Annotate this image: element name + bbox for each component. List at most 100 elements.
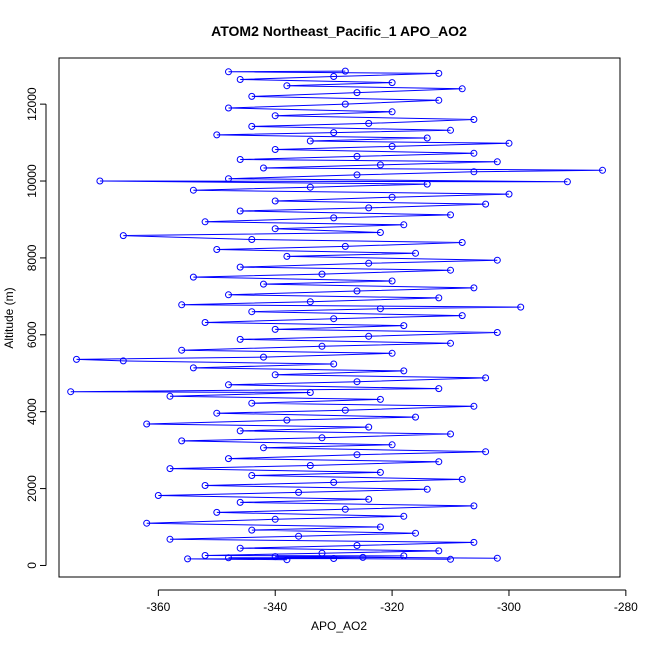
data-point-51 bbox=[283, 416, 291, 424]
data-point-82 bbox=[330, 315, 338, 323]
data-point-20 bbox=[376, 523, 384, 531]
data-point-98 bbox=[236, 263, 244, 271]
data-point-78 bbox=[493, 329, 501, 336]
data-point-69 bbox=[119, 357, 127, 365]
data-point-140 bbox=[213, 131, 221, 139]
data-point-63 bbox=[353, 378, 361, 386]
data-point-157 bbox=[330, 73, 338, 80]
y-tick-label: 10000 bbox=[25, 164, 39, 198]
data-point-66 bbox=[400, 367, 408, 375]
data-point-96 bbox=[318, 270, 326, 278]
data-point-129 bbox=[260, 164, 267, 172]
data-point-8 bbox=[271, 553, 279, 561]
data-point-132 bbox=[236, 156, 244, 163]
data-point-130 bbox=[376, 161, 384, 169]
data-point-44 bbox=[388, 441, 396, 449]
data-point-7 bbox=[493, 554, 501, 562]
data-point-99 bbox=[365, 259, 373, 267]
data-point-57 bbox=[376, 395, 384, 403]
data-point-34 bbox=[458, 475, 466, 483]
data-point-30 bbox=[295, 488, 303, 496]
x-tick-label: -360 bbox=[146, 600, 170, 614]
data-point-144 bbox=[365, 119, 373, 127]
data-point-60 bbox=[67, 388, 75, 396]
data-point-125 bbox=[225, 175, 232, 183]
data-point-37 bbox=[166, 465, 174, 473]
data-point-62 bbox=[225, 381, 232, 389]
data-point-22 bbox=[271, 515, 279, 523]
data-point-122 bbox=[423, 180, 431, 188]
data-point-36 bbox=[376, 468, 384, 476]
x-tick-label: -300 bbox=[497, 600, 521, 614]
data-point-83 bbox=[458, 312, 466, 320]
data-point-92 bbox=[470, 284, 478, 292]
data-point-102 bbox=[412, 249, 419, 257]
data-point-112 bbox=[330, 214, 338, 222]
data-point-149 bbox=[341, 100, 349, 108]
data-point-86 bbox=[517, 303, 525, 311]
data-point-95 bbox=[189, 273, 197, 281]
y-tick-label: 2000 bbox=[25, 475, 39, 502]
y-tick-label: 6000 bbox=[25, 321, 39, 348]
plot-frame bbox=[58, 57, 621, 578]
data-point-94 bbox=[388, 277, 396, 285]
data-point-126 bbox=[353, 171, 361, 179]
data-layer bbox=[67, 67, 606, 564]
data-point-123 bbox=[96, 177, 104, 185]
data-point-116 bbox=[482, 200, 490, 208]
data-point-23 bbox=[400, 512, 408, 520]
data-point-152 bbox=[353, 89, 361, 97]
data-point-85 bbox=[376, 305, 384, 313]
x-axis: -360 -340 -320 -300 -280 bbox=[146, 589, 638, 614]
x-axis-title: APO_AO2 bbox=[311, 619, 367, 633]
y-tick-label: 12000 bbox=[25, 87, 39, 121]
data-point-27 bbox=[236, 498, 244, 506]
data-point-135 bbox=[271, 146, 279, 153]
data-point-131 bbox=[493, 158, 501, 166]
data-point-35 bbox=[248, 472, 256, 479]
data-point-100 bbox=[493, 256, 501, 264]
data-point-15 bbox=[470, 538, 478, 546]
data-point-73 bbox=[178, 346, 186, 354]
data-point-133 bbox=[353, 152, 361, 160]
data-point-106 bbox=[248, 236, 256, 243]
data-point-155 bbox=[388, 79, 396, 87]
data-point-46 bbox=[318, 434, 326, 442]
data-point-105 bbox=[458, 239, 466, 246]
data-point-97 bbox=[447, 266, 454, 274]
data-point-25 bbox=[341, 505, 349, 513]
data-point-68 bbox=[330, 360, 338, 368]
data-point-90 bbox=[225, 291, 232, 299]
data-point-117 bbox=[271, 197, 279, 205]
data-point-151 bbox=[248, 92, 256, 100]
data-point-111 bbox=[201, 218, 209, 226]
data-point-26 bbox=[470, 502, 478, 510]
data-point-47 bbox=[447, 430, 454, 438]
data-point-142 bbox=[447, 126, 454, 134]
data-point-141 bbox=[330, 129, 338, 137]
data-point-50 bbox=[143, 420, 151, 428]
data-point-5 bbox=[225, 554, 232, 562]
data-point-14 bbox=[353, 542, 361, 549]
data-point-75 bbox=[447, 339, 454, 347]
data-point-11 bbox=[318, 549, 326, 557]
data-point-84 bbox=[248, 308, 256, 316]
data-point-55 bbox=[470, 402, 478, 410]
y-tick-label: 0 bbox=[25, 562, 39, 569]
data-point-114 bbox=[236, 207, 244, 215]
data-point-80 bbox=[400, 322, 408, 330]
data-point-17 bbox=[295, 532, 303, 540]
data-point-77 bbox=[365, 332, 373, 340]
data-point-139 bbox=[423, 134, 431, 142]
data-point-67 bbox=[189, 364, 197, 372]
data-point-124 bbox=[563, 178, 571, 186]
y-tick-label: 8000 bbox=[25, 244, 39, 271]
data-point-120 bbox=[189, 186, 197, 194]
data-point-134 bbox=[470, 149, 478, 157]
data-point-42 bbox=[482, 448, 490, 456]
data-point-53 bbox=[213, 409, 221, 417]
data-point-103 bbox=[213, 246, 221, 253]
data-point-145 bbox=[470, 116, 478, 123]
